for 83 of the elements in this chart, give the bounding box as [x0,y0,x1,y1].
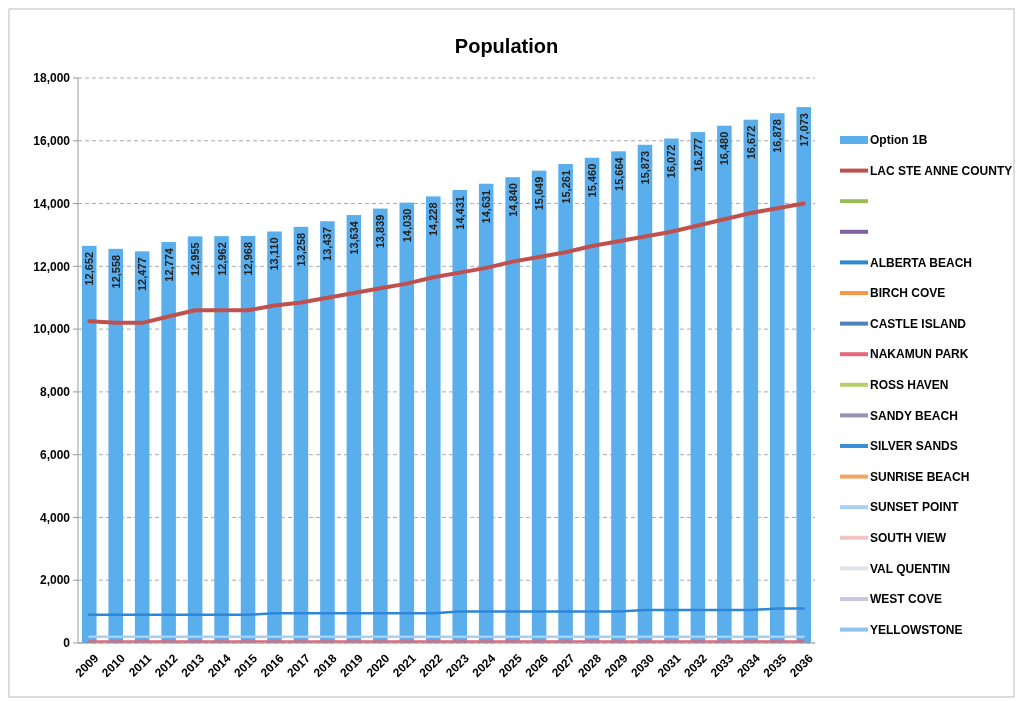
legend-label: BIRCH COVE [870,286,946,301]
bar [346,215,362,643]
bar [531,170,547,643]
data-label: 14,431 [453,196,466,230]
legend-label: SUNRISE BEACH [870,469,970,484]
data-label: 14,030 [400,208,413,243]
legend-label: WEST COVE [870,592,943,607]
legend-label: SOUTH VIEW [870,531,947,545]
y-tick-label: 18,000 [33,71,71,86]
legend-label: CASTLE ISLAND [870,316,967,331]
bar [81,245,97,643]
data-label: 15,873 [638,150,651,185]
bar [743,119,759,643]
bar [214,236,229,643]
bar [134,251,150,643]
bar [770,113,785,643]
legend-label: YELLOWSTONE [870,622,963,637]
data-label: 12,652 [83,251,96,286]
bar [161,242,176,643]
data-label: 14,228 [427,202,440,237]
data-label: 16,672 [744,125,757,160]
data-label: 13,437 [321,227,334,261]
y-tick-label: 6,000 [39,447,71,462]
data-label: 12,774 [162,247,175,282]
data-label: 17,073 [797,113,810,147]
bar [796,107,812,643]
data-label: 15,049 [533,176,546,211]
data-label: 12,558 [109,254,122,289]
data-label: 14,631 [480,189,493,224]
data-label: 16,480 [718,131,731,166]
bar [611,151,626,643]
bar [320,221,335,643]
bar [452,190,468,643]
y-tick-label: 8,000 [39,385,71,400]
data-label: 15,664 [612,156,625,191]
bar [108,248,123,643]
bar [267,231,282,643]
data-label: 15,261 [559,169,572,204]
data-label: 13,258 [294,232,307,267]
y-tick-label: 2,000 [39,573,71,588]
bar [187,236,203,643]
bar [425,196,441,643]
data-label: 15,460 [586,163,599,198]
line-series [88,607,805,616]
data-label: 12,477 [136,257,149,292]
legend-label: SUNSET POINT [870,500,960,515]
bar [373,208,388,643]
data-label: 13,839 [374,214,387,249]
y-tick-label: 16,000 [33,133,71,148]
bar [399,202,415,643]
legend-label: LAC STE ANNE COUNTY [870,163,1013,178]
data-label: 12,968 [242,241,255,276]
bar [505,177,520,643]
bar [637,144,653,643]
legend-label: VAL QUENTIN [870,561,951,576]
data-label: 14,840 [506,183,519,217]
bar [293,226,309,643]
bar [584,157,600,643]
data-label: 12,955 [189,242,202,277]
y-tick-label: 12,000 [33,259,71,274]
bar [558,163,573,643]
legend-label: NAKAMUN PARK [870,347,969,362]
data-label: 13,110 [268,237,281,271]
legend-label: SILVER SANDS [870,439,958,454]
data-label: 12,962 [215,242,228,276]
data-label: 16,277 [691,138,704,172]
legend-label: ALBERTA BEACH [870,255,972,270]
legend-label: Option 1B [870,133,928,148]
bar [717,125,732,643]
bar [240,235,256,643]
bar [664,138,679,643]
bar [478,183,494,643]
y-tick-label: 0 [63,636,71,651]
y-tick-label: 4,000 [39,510,71,525]
y-tick-label: 14,000 [33,196,71,211]
chart-title: Population [454,35,559,57]
data-label: 13,634 [347,220,360,255]
data-label: 16,878 [771,119,784,153]
data-label: 16,072 [665,144,678,179]
bar [690,132,706,643]
legend-label: SANDY BEACH [870,408,958,423]
y-tick-label: 10,000 [33,322,71,337]
legend-label: ROSS HAVEN [870,378,949,392]
